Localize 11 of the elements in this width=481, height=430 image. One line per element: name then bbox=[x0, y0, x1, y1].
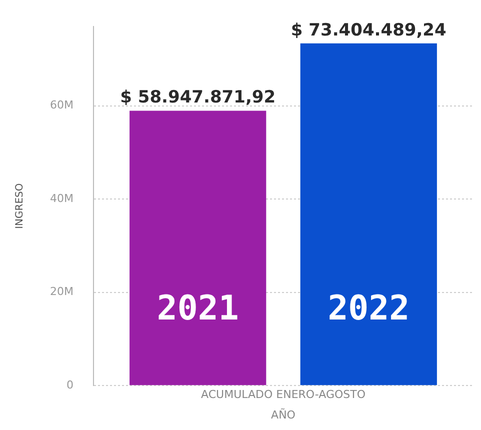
series-label: 2022 bbox=[328, 288, 410, 328]
y-tick-label: 60M bbox=[50, 98, 74, 112]
y-tick-label: 0 bbox=[66, 378, 74, 392]
x-tick-label: ACUMULADO ENERO-AGOSTO bbox=[201, 388, 366, 402]
y-axis-title: INGRESO bbox=[14, 183, 26, 229]
x-axis-title: AÑO bbox=[271, 407, 296, 422]
y-tick-label: 20M bbox=[50, 285, 74, 298]
y-tick-label: 40M bbox=[50, 192, 74, 205]
data-label: $ 58.947.871,92 bbox=[120, 88, 276, 108]
series-label: 2021 bbox=[156, 288, 239, 328]
data-label: $ 73.404.489,24 bbox=[290, 20, 446, 40]
